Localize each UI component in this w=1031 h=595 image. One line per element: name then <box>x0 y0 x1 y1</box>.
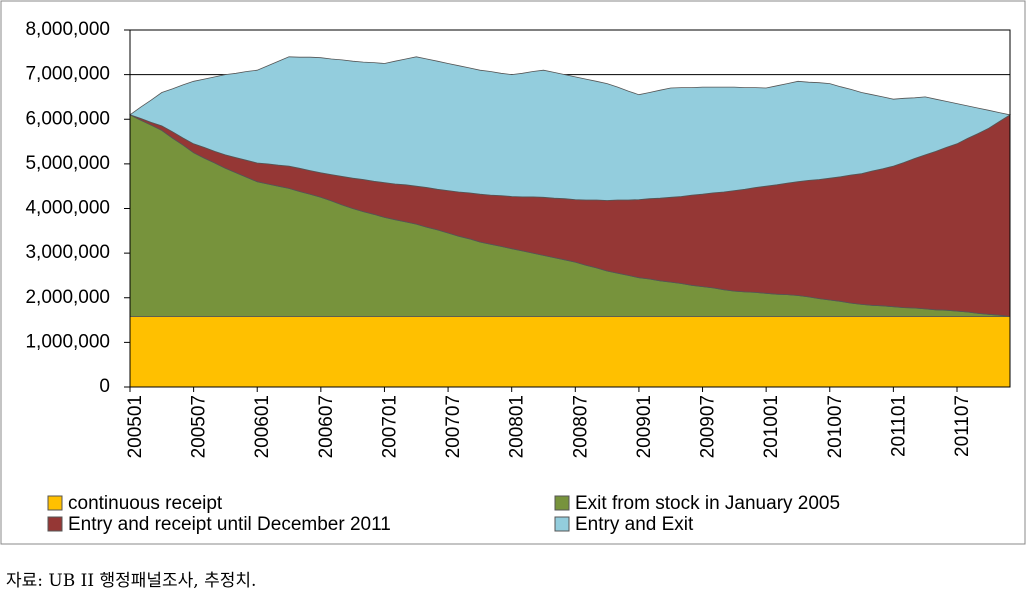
x-tick-label: 200607 <box>316 395 337 458</box>
x-tick-label: 200807 <box>570 395 591 458</box>
y-tick-label: 3,000,000 <box>25 242 110 263</box>
y-tick-label: 1,000,000 <box>25 331 110 352</box>
chart: 0 1,000,000 2,000,000 3,000,000 4,000,000 5,0… <box>0 0 1026 545</box>
plot-border <box>129 29 1011 388</box>
legend-swatch <box>47 516 63 532</box>
x-tick-label: 200701 <box>379 395 400 458</box>
x-tick-label: 200507 <box>189 395 210 458</box>
x-tick-label: 201001 <box>761 395 782 458</box>
legend-swatch <box>47 495 63 511</box>
x-tick-label: 201007 <box>825 395 846 458</box>
source-note: 자료: UB II 행정패널조사, 추정치. <box>6 571 257 591</box>
x-tick-label: 200801 <box>507 395 528 458</box>
y-tick-label: 6,000,000 <box>25 108 110 129</box>
x-tick-label: 200907 <box>698 395 719 458</box>
x-tick-label: 201101 <box>888 395 909 457</box>
x-tick-label: 200501 <box>125 395 146 458</box>
area <box>129 316 1011 388</box>
x-tick-label: 200901 <box>634 395 655 458</box>
y-tick-label: 0 <box>99 376 110 397</box>
y-tick-label: 2,000,000 <box>25 287 110 308</box>
legend-swatch <box>554 516 570 532</box>
legend-swatch <box>554 495 570 511</box>
y-tick-label: 7,000,000 <box>25 64 110 85</box>
y-tick-label: 5,000,000 <box>25 153 110 174</box>
x-tick-label: 201107 <box>952 395 973 457</box>
x-tick-label: 200601 <box>252 395 273 458</box>
legend-label: Entry and Exit <box>575 514 694 535</box>
legend-label: Exit from stock in January 2005 <box>575 493 840 514</box>
x-tick-label: 200707 <box>443 395 464 458</box>
y-tick-label: 4,000,000 <box>25 198 110 219</box>
y-tick-label: 8,000,000 <box>25 19 110 40</box>
legend-label: continuous receipt <box>68 493 223 514</box>
legend-label: Entry and receipt until December 2011 <box>68 514 391 535</box>
